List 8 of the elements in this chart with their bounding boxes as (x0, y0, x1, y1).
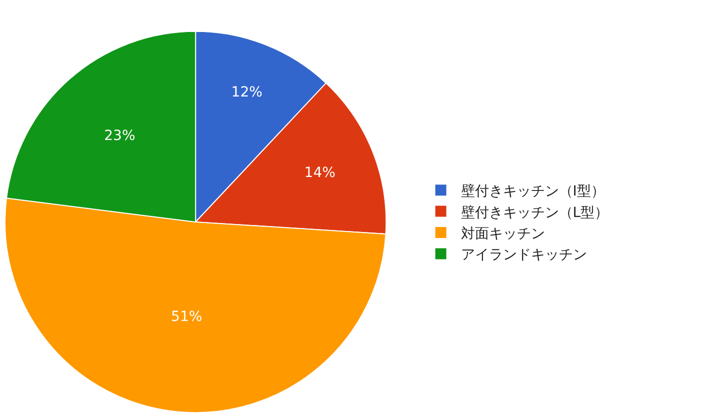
data-label: 12% (231, 84, 262, 100)
legend-label: 対面キッチン (460, 226, 545, 242)
legend-label: アイランドキッチン (460, 247, 587, 264)
data-label: 51% (171, 308, 202, 325)
data-label: 23% (104, 128, 136, 144)
data-label: 14% (304, 164, 336, 181)
legend-label: 壁付きキッチン（L型） (460, 204, 609, 221)
legend-label: 壁付きキッチン（I型） (460, 184, 605, 200)
